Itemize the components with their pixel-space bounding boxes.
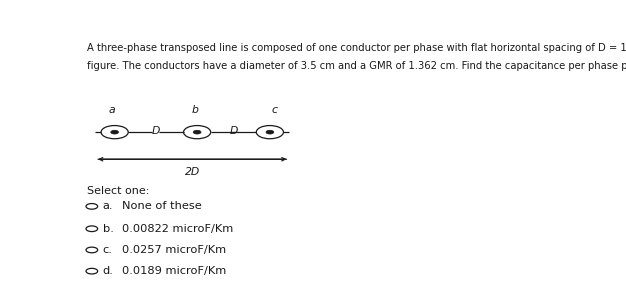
Text: 0.0257 microF/Km: 0.0257 microF/Km (122, 245, 226, 255)
Text: Select one:: Select one: (87, 186, 150, 196)
Circle shape (266, 130, 274, 134)
Text: 0.0189 microF/Km: 0.0189 microF/Km (122, 266, 226, 276)
Text: A three-phase transposed line is composed of one conductor per phase with flat h: A three-phase transposed line is compose… (87, 43, 626, 53)
Text: b: b (192, 105, 198, 115)
Text: 2D: 2D (185, 167, 200, 177)
Text: a: a (109, 105, 116, 115)
Text: c.: c. (103, 245, 113, 255)
Text: c: c (272, 105, 278, 115)
Text: b.: b. (103, 224, 113, 234)
Text: D: D (229, 126, 238, 136)
Text: d.: d. (103, 266, 113, 276)
Text: None of these: None of these (122, 201, 202, 211)
Text: a.: a. (103, 201, 113, 211)
Text: D: D (151, 126, 160, 136)
Text: figure. The conductors have a diameter of 3.5 cm and a GMR of 1.362 cm. Find the: figure. The conductors have a diameter o… (87, 62, 626, 72)
Text: 0.00822 microF/Km: 0.00822 microF/Km (122, 224, 233, 234)
Circle shape (111, 130, 118, 134)
Circle shape (193, 130, 201, 134)
